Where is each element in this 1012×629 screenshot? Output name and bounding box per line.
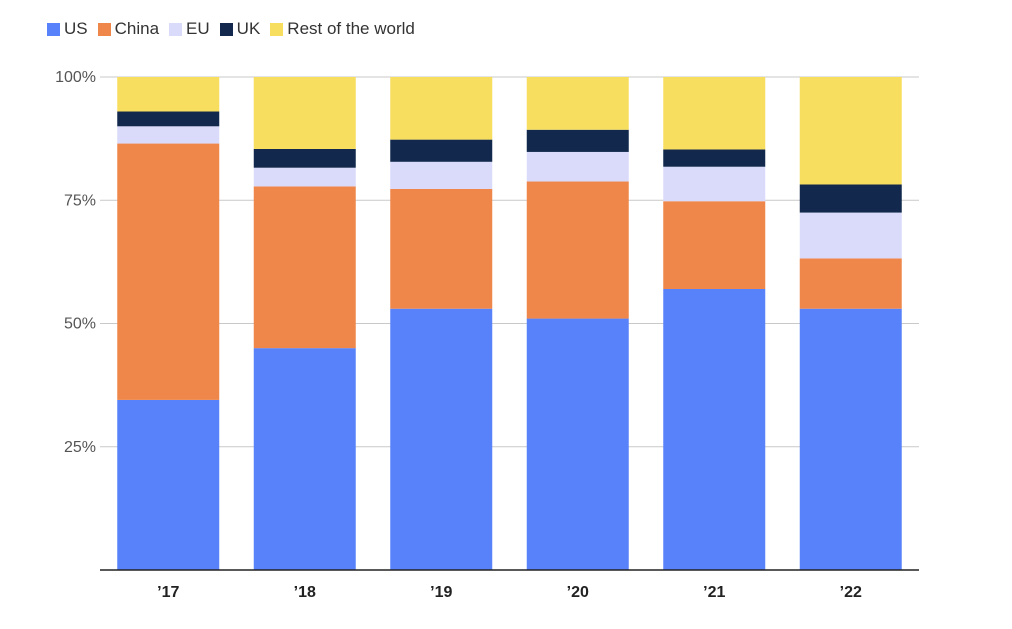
- bar-rest-of-the-world-5: [799, 77, 902, 185]
- bar-uk-3: [526, 129, 629, 152]
- bar-us-2: [390, 308, 493, 570]
- y-tick-label-75: 75%: [64, 192, 96, 209]
- bar-eu-4: [663, 166, 766, 202]
- bar-china-4: [663, 201, 766, 289]
- bar-us-5: [799, 308, 902, 570]
- bar-rest-of-the-world-2: [390, 77, 493, 140]
- legend-item-eu: EU: [169, 19, 210, 39]
- legend-item-us: US: [47, 19, 88, 39]
- bar-us-0: [117, 399, 220, 570]
- bar-us-1: [253, 348, 356, 570]
- bar-uk-0: [117, 111, 220, 127]
- bar-us-3: [526, 318, 629, 570]
- bar-china-0: [117, 143, 220, 400]
- y-tick-label-50: 50%: [64, 316, 96, 333]
- y-tick-label-100: 100%: [55, 69, 96, 86]
- x-tick-label-4: ’21: [703, 584, 725, 601]
- bar-uk-4: [663, 149, 766, 167]
- legend-swatch-china: [97, 22, 111, 36]
- legend-item-uk: UK: [219, 19, 261, 39]
- bar-eu-2: [390, 161, 493, 189]
- bar-china-3: [526, 181, 629, 319]
- legend-label-rest-of-world: Rest of the world: [287, 19, 415, 38]
- legend-swatch-uk: [219, 22, 233, 36]
- x-tick-label-1: ’18: [294, 584, 316, 601]
- legend-label-china: China: [114, 19, 160, 38]
- y-tick-label-25: 25%: [64, 439, 96, 456]
- legend-item-rest-of-world: Rest of the world: [270, 19, 415, 39]
- bar-eu-0: [117, 126, 220, 144]
- bar-eu-5: [799, 212, 902, 259]
- legend-swatch-eu: [169, 22, 183, 36]
- legend: US China EU UK Rest of the world: [47, 19, 425, 39]
- legend-label-us: US: [64, 19, 88, 38]
- legend-label-uk: UK: [236, 19, 261, 38]
- bar-rest-of-the-world-0: [117, 77, 220, 112]
- bar-us-4: [663, 288, 766, 570]
- bar-rest-of-the-world-3: [526, 77, 629, 130]
- x-tick-label-0: ’17: [157, 584, 179, 601]
- legend-label-eu: EU: [186, 19, 210, 38]
- bar-china-2: [390, 188, 493, 309]
- legend-swatch-rest-of-world: [270, 22, 284, 36]
- bar-eu-3: [526, 151, 629, 182]
- x-tick-label-3: ’20: [567, 584, 589, 601]
- bar-china-5: [799, 258, 902, 309]
- bar-china-1: [253, 186, 356, 349]
- bar-uk-2: [390, 139, 493, 162]
- x-tick-label-2: ’19: [430, 584, 452, 601]
- bar-uk-1: [253, 148, 356, 168]
- bar-eu-1: [253, 167, 356, 187]
- bar-rest-of-the-world-4: [663, 77, 766, 150]
- x-tick-label-5: ’22: [840, 584, 862, 601]
- bar-rest-of-the-world-1: [253, 77, 356, 149]
- legend-swatch-us: [47, 22, 60, 36]
- legend-item-china: China: [97, 19, 160, 39]
- bar-uk-5: [799, 184, 902, 213]
